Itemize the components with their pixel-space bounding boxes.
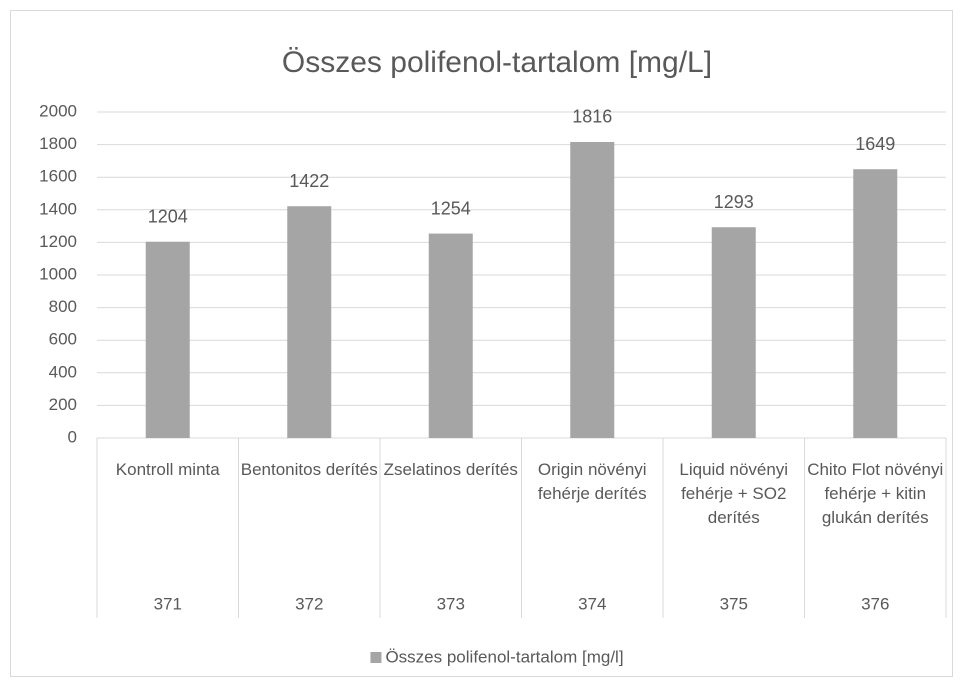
- y-tick-label: 1200: [39, 232, 77, 251]
- x-group-label: 372: [295, 594, 323, 613]
- y-tick-label: 1000: [39, 264, 77, 283]
- bar: [145, 241, 190, 438]
- legend-swatch: [370, 652, 382, 663]
- y-tick-label: 1600: [39, 167, 77, 186]
- x-tick-label: Chito Flot növényi fehérje + kitin gluká…: [807, 460, 944, 527]
- data-label: 1293: [714, 192, 754, 212]
- bar: [711, 227, 756, 438]
- x-group-label: 373: [437, 594, 465, 613]
- bar: [853, 169, 898, 438]
- y-tick-label: 1400: [39, 199, 77, 218]
- x-group-label: 376: [861, 594, 889, 613]
- chart-title: Összes polifenol-tartalom [mg/L]: [282, 46, 712, 79]
- y-tick-label: 1800: [39, 134, 77, 153]
- x-tick-label: Liquid növényi fehérje + SO2 derítés: [679, 460, 789, 527]
- y-tick-label: 600: [49, 330, 77, 349]
- x-tick-label: Kontroll minta: [115, 460, 220, 479]
- bar: [287, 206, 332, 438]
- data-label: 1816: [572, 107, 612, 127]
- y-tick-label: 200: [49, 395, 77, 414]
- x-group-label: 371: [154, 594, 182, 613]
- data-label: 1254: [431, 198, 471, 218]
- y-tick-label: 2000: [39, 101, 77, 120]
- y-tick-label: 400: [49, 362, 77, 381]
- legend-label: Összes polifenol-tartalom [mg/l]: [385, 647, 623, 666]
- y-tick-label: 800: [49, 297, 77, 316]
- x-group-label: 374: [578, 594, 606, 613]
- bar: [570, 141, 615, 438]
- x-group-label: 375: [720, 594, 748, 613]
- data-label: 1422: [289, 171, 329, 191]
- x-tick-label: Origin növényi fehérje derítés: [537, 460, 647, 503]
- bar: [428, 233, 473, 438]
- data-label: 1649: [855, 134, 895, 154]
- x-tick-label: Zselatinos derítés: [383, 460, 518, 479]
- x-tick-label: Bentonitos derítés: [240, 460, 378, 479]
- data-label: 1204: [148, 206, 188, 226]
- y-tick-label: 0: [68, 427, 77, 446]
